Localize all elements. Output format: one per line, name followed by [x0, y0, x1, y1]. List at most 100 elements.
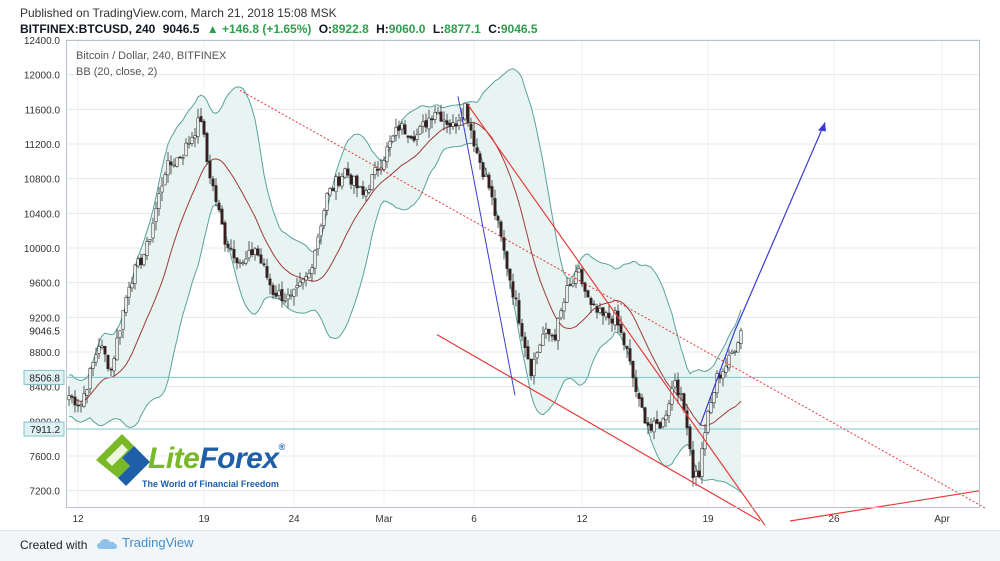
candle-body: [334, 176, 338, 193]
candle-body: [622, 332, 626, 346]
candle-body: [244, 258, 248, 264]
candle-body: [163, 174, 167, 186]
price-level-label: 7911.2: [30, 425, 60, 436]
candle-body: [502, 237, 506, 251]
candle-body: [82, 393, 86, 407]
candle-body: [301, 278, 305, 284]
candle-body: [85, 389, 89, 396]
upper-channel-line: [467, 104, 766, 526]
bollinger-band-fill: [69, 68, 741, 493]
forecast-arrow-line: [699, 122, 826, 426]
candle-body: [634, 377, 638, 393]
candle-body: [190, 137, 194, 144]
candle-body: [412, 136, 416, 141]
logo-text-lite: Lite: [148, 442, 200, 475]
candle-body: [292, 288, 296, 297]
x-tick-label: Apr: [934, 514, 950, 525]
candle-body: [571, 282, 575, 287]
candle-body: [727, 354, 731, 369]
candle-body: [100, 345, 104, 348]
open-value: 8922.8: [332, 22, 369, 36]
candle-body: [373, 167, 377, 176]
candle-body: [172, 164, 176, 167]
candle-body: [151, 222, 155, 239]
x-tick-label: 12: [72, 514, 84, 525]
candle-body: [580, 269, 584, 285]
candle-body: [340, 175, 344, 187]
price-chart[interactable]: 7200.07600.08000.08400.08800.09200.09600…: [0, 0, 1000, 530]
candle-body: [283, 299, 287, 302]
candle-body: [121, 310, 125, 330]
candle-body: [346, 168, 350, 176]
candle-body: [139, 257, 143, 266]
created-with-label: Created with: [20, 538, 88, 552]
candle-body: [514, 297, 518, 300]
x-tick-label: 12: [576, 514, 588, 525]
candle-body: [436, 112, 440, 115]
candle-body: [706, 411, 710, 433]
last-price: 9046.5: [162, 22, 200, 36]
liteforex-logo-icon: [96, 434, 150, 486]
y-tick-label: 12000.0: [24, 71, 61, 82]
candle-body: [73, 396, 77, 406]
candle-body: [643, 407, 647, 424]
candle-body: [313, 250, 317, 269]
candle-body: [253, 248, 257, 255]
candle-body: [535, 352, 539, 359]
candle-body: [478, 153, 482, 163]
candle-body: [562, 301, 566, 312]
low-value: 8877.1: [444, 22, 481, 36]
candle-body: [529, 358, 533, 377]
candle-body: [250, 249, 254, 256]
quote-line: BITFINEX:BTCUSD, 240 9046.5 ▲ +146.8 (+1…: [20, 22, 542, 36]
low-label: L:: [432, 22, 445, 36]
candle-body: [223, 222, 227, 245]
candle-body: [322, 210, 326, 226]
candle-body: [217, 202, 221, 211]
candle-body: [274, 292, 278, 297]
candle-body: [166, 160, 170, 176]
price-change: ▲ +146.8 (+1.65%): [206, 22, 312, 36]
candle-body: [487, 174, 491, 189]
candle-body: [481, 162, 485, 178]
candle-body: [238, 261, 242, 264]
candle-body: [262, 263, 266, 266]
x-tick-label: 24: [288, 514, 300, 525]
x-tick-label: Mar: [375, 514, 393, 525]
candle-body: [673, 380, 677, 388]
y-tick-label: 10000.0: [24, 244, 61, 255]
candle-body: [655, 419, 659, 424]
candle-body: [70, 396, 74, 398]
candle-body: [343, 168, 347, 178]
candle-body: [700, 448, 704, 478]
candle-body: [106, 354, 110, 370]
candle-body: [259, 254, 263, 264]
candle-body: [595, 306, 599, 313]
candle-body: [94, 354, 98, 363]
candle-body: [718, 374, 722, 379]
candle-body: [229, 247, 233, 250]
candle-body: [451, 122, 455, 127]
candle-body: [154, 208, 158, 222]
high-value: 9060.0: [388, 22, 426, 36]
y-tick-label: 8400.0: [29, 383, 60, 394]
x-tick-label: 26: [828, 514, 840, 525]
candle-body: [583, 282, 587, 292]
candle-body: [445, 120, 449, 125]
candle-body: [472, 130, 476, 147]
footer: Created with TradingView: [0, 530, 1000, 561]
candle-body: [721, 371, 725, 379]
y-tick-label: 9200.0: [29, 313, 60, 324]
price-level-badge: [23, 369, 65, 385]
high-label: H:: [376, 22, 389, 36]
price-level-label: 9046.5: [29, 327, 60, 338]
candle-body: [406, 135, 410, 138]
tradingview-link[interactable]: TradingView: [96, 535, 194, 550]
candle-body: [103, 345, 107, 355]
candle-body: [712, 392, 716, 404]
candle-body: [127, 286, 131, 298]
candle-body: [577, 268, 581, 273]
candle-body: [688, 426, 692, 450]
close-value: 9046.5: [500, 22, 538, 36]
candle-body: [382, 160, 386, 170]
